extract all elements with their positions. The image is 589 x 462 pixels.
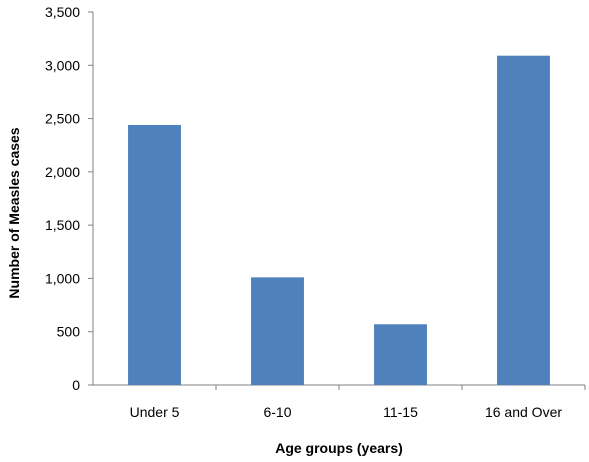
y-tick-label: 0 [72, 377, 80, 393]
y-tick-label: 3,500 [45, 4, 80, 20]
bars [128, 55, 550, 386]
bar [497, 55, 550, 386]
x-tick-label: Under 5 [130, 404, 180, 420]
bar [128, 124, 181, 386]
bar [374, 324, 427, 385]
x-tick-label: 6-10 [263, 404, 291, 420]
y-axis-ticks: 0 500 1,000 1,500 2,000 2,500 3,000 3,500 [45, 4, 93, 393]
y-axis-title: Number of Measles cases [6, 127, 22, 298]
bar [251, 277, 304, 385]
y-tick-label: 1,000 [45, 270, 80, 286]
y-tick-label: 3,000 [45, 57, 80, 73]
x-axis-ticks: Under 5 6-10 11-15 16 and Over [130, 385, 586, 420]
x-tick-label: 16 and Over [485, 404, 562, 420]
y-tick-label: 2,500 [45, 111, 80, 127]
x-axis-title: Age groups (years) [275, 440, 403, 456]
y-tick-label: 2,000 [45, 164, 80, 180]
x-tick-label: 11-15 [383, 404, 418, 420]
y-tick-label: 500 [57, 324, 81, 340]
y-tick-label: 1,500 [45, 217, 80, 233]
